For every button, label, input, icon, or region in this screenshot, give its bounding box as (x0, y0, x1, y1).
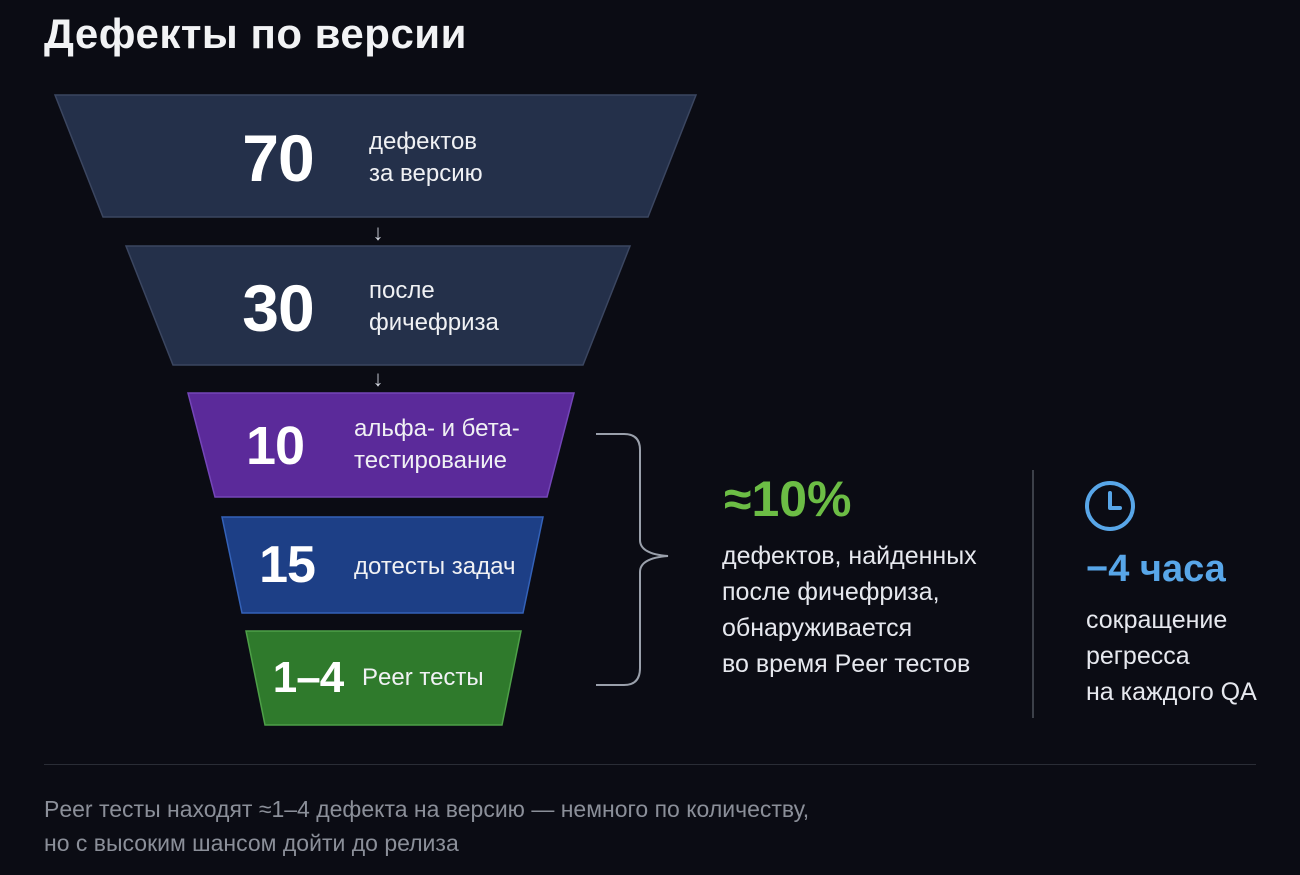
funnel-stage-4-shape (221, 516, 544, 614)
time-saved-value: −4 часа (1086, 548, 1226, 590)
clock-icon (1085, 481, 1135, 531)
funnel-stage-3-shape (187, 392, 575, 498)
stage-4-value: 15 (259, 536, 316, 594)
peer-share-description: дефектов, найденных после фичефриза, обн… (722, 542, 977, 678)
stage-2-label: после фичефриза (369, 277, 499, 336)
stage-1-value: 70 (242, 121, 314, 195)
footnote: Peer тесты находят ≈1–4 дефекта на верси… (44, 796, 810, 856)
stage-1-label: дефектов за версию (369, 128, 483, 187)
stage-4-label: дотесты задач (354, 553, 516, 580)
peer-share-value: ≈10% (724, 471, 852, 527)
stage-3-value: 10 (245, 416, 305, 476)
stage-2-value: 30 (242, 271, 314, 345)
stage-5-label: Peer тесты (362, 664, 484, 691)
funnel-stage-5-shape (245, 630, 522, 726)
arrow-down-2: ↓ (372, 366, 384, 391)
bracket-shape (596, 433, 669, 686)
funnel-stage-1-shape (53, 94, 698, 218)
stage-5-value: 1–4 (272, 653, 344, 702)
stage-3-label: альфа- и бета- тестирование (354, 415, 520, 474)
funnel-stage-2-shape (124, 245, 632, 366)
arrow-down-1: ↓ (372, 220, 384, 245)
footer-divider (44, 764, 1256, 765)
metrics-divider (1032, 470, 1034, 718)
time-saved-description: сокращение регресса на каждого QA (1086, 606, 1257, 706)
page-title: Дефекты по версии (44, 10, 467, 57)
